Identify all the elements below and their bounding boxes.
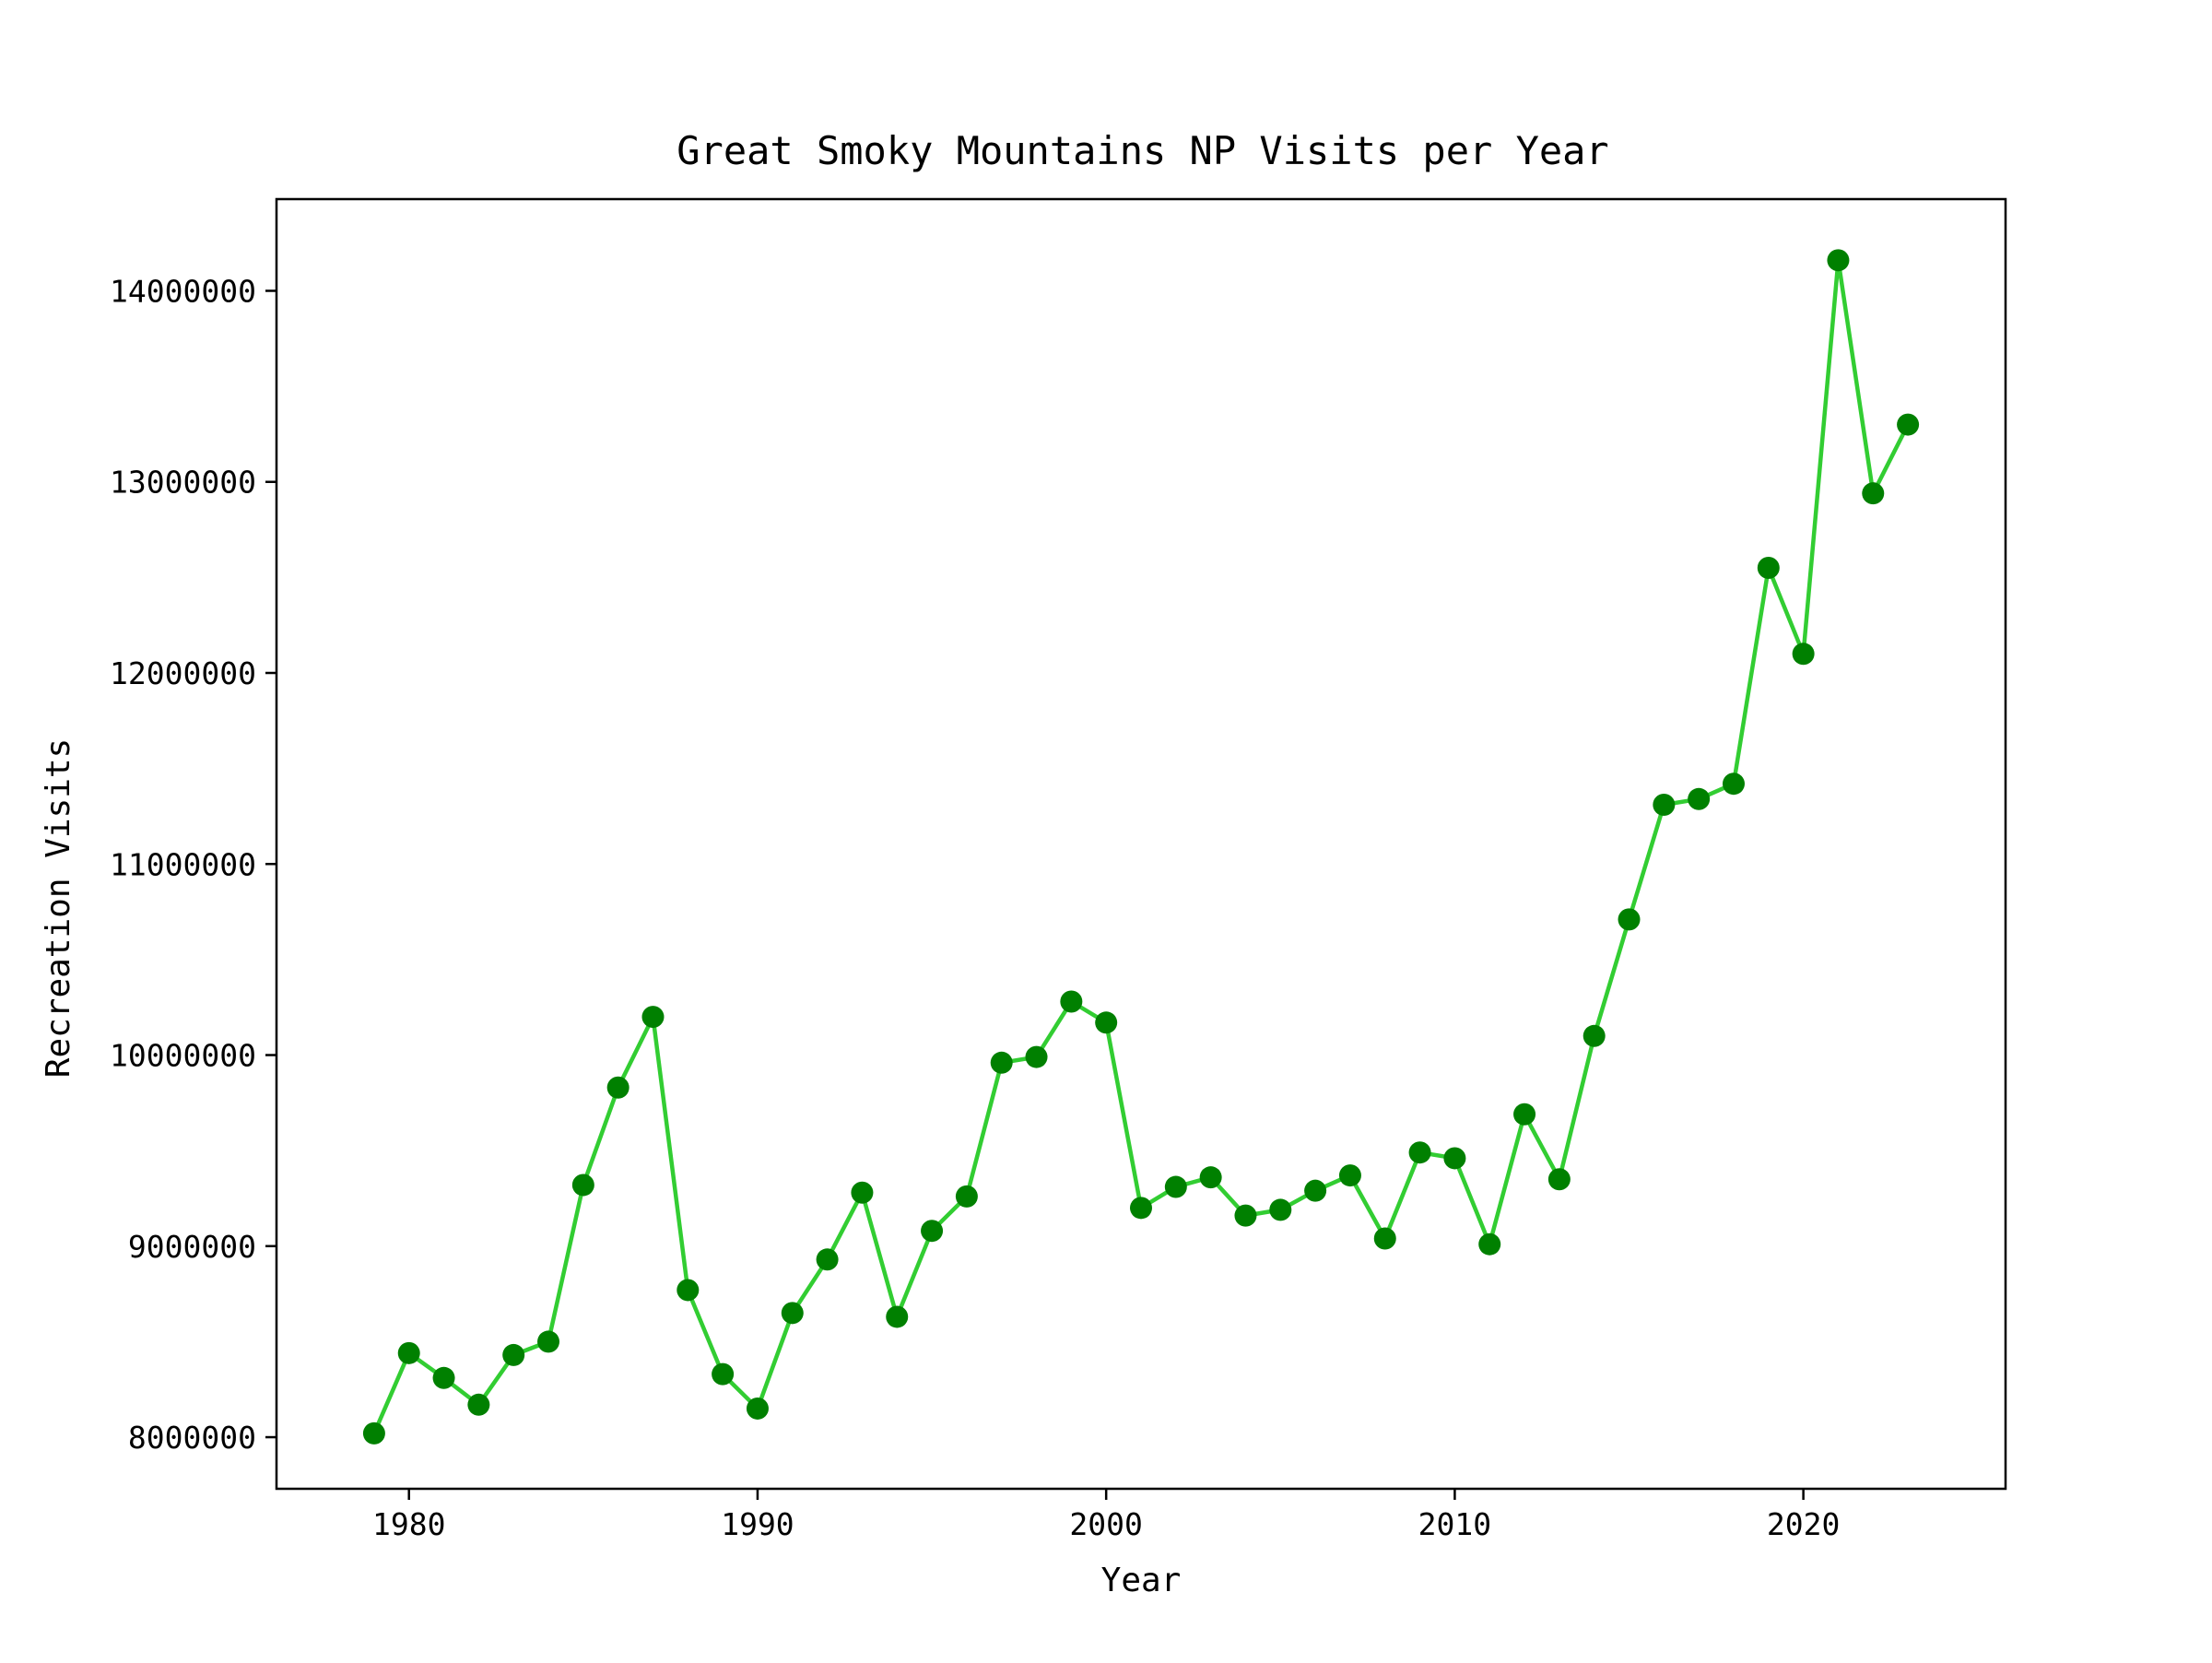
data-point bbox=[571, 1174, 594, 1197]
data-point bbox=[1792, 643, 1815, 666]
x-tick-label: 2010 bbox=[1418, 1506, 1491, 1542]
x-tick-label: 1980 bbox=[372, 1506, 445, 1542]
data-point bbox=[746, 1397, 769, 1420]
x-tick-label: 1990 bbox=[721, 1506, 794, 1542]
data-point bbox=[886, 1305, 909, 1328]
y-tick-label: 14000000 bbox=[110, 273, 256, 309]
data-point bbox=[1827, 249, 1850, 272]
data-point bbox=[712, 1362, 735, 1386]
x-tick-label: 2000 bbox=[1069, 1506, 1142, 1542]
x-tick-label: 2020 bbox=[1767, 1506, 1840, 1542]
series-line bbox=[371, 258, 1911, 1434]
y-tick-label: 11000000 bbox=[110, 846, 256, 882]
data-point bbox=[1688, 787, 1711, 810]
data-point bbox=[1060, 990, 1083, 1013]
data-point bbox=[502, 1343, 525, 1366]
x-axis-title: Year bbox=[1101, 1562, 1182, 1599]
data-point bbox=[467, 1393, 490, 1416]
y-tick-label: 10000000 bbox=[110, 1038, 256, 1074]
data-point bbox=[1443, 1147, 1466, 1170]
y-tick-label: 12000000 bbox=[110, 655, 256, 691]
data-point bbox=[1618, 908, 1641, 931]
data-point bbox=[1164, 1175, 1187, 1198]
y-tick-label: 13000000 bbox=[110, 465, 256, 501]
data-point bbox=[1199, 1166, 1222, 1189]
y-axis-ticks: 8000000 9000000 10000000 11000000 12000000 13… bbox=[110, 273, 276, 1456]
data-point bbox=[362, 1421, 385, 1445]
data-point bbox=[1025, 1045, 1048, 1068]
x-axis-ticks: 1980 1990 2000 2010 2020 bbox=[372, 1489, 1840, 1542]
data-point bbox=[1653, 794, 1676, 817]
series-layer bbox=[362, 249, 1920, 1445]
data-point bbox=[955, 1185, 978, 1208]
data-point bbox=[816, 1248, 839, 1271]
data-point bbox=[397, 1341, 420, 1364]
data-point bbox=[606, 1076, 629, 1099]
data-point bbox=[432, 1366, 455, 1389]
data-point bbox=[1234, 1204, 1257, 1227]
data-point bbox=[1478, 1233, 1501, 1256]
data-point bbox=[641, 1006, 665, 1029]
data-point bbox=[537, 1330, 560, 1353]
data-point bbox=[1373, 1227, 1396, 1250]
data-point bbox=[1338, 1164, 1361, 1187]
data-point bbox=[851, 1181, 874, 1204]
data-point bbox=[921, 1220, 944, 1243]
data-point bbox=[1547, 1168, 1571, 1191]
data-point bbox=[1304, 1179, 1327, 1202]
data-point bbox=[990, 1051, 1013, 1074]
y-tick-label: 9000000 bbox=[128, 1229, 256, 1265]
data-point bbox=[1513, 1103, 1536, 1126]
data-point bbox=[1269, 1198, 1292, 1221]
data-point bbox=[677, 1279, 700, 1302]
data-point bbox=[1583, 1024, 1606, 1047]
y-axis-title: Recreation Visits bbox=[40, 738, 77, 1078]
data-point bbox=[1130, 1197, 1152, 1220]
data-point bbox=[781, 1302, 804, 1325]
data-point bbox=[1862, 482, 1885, 505]
data-point bbox=[1722, 773, 1745, 796]
data-point bbox=[1757, 557, 1780, 580]
data-point bbox=[1897, 413, 1920, 436]
data-point bbox=[1408, 1141, 1431, 1164]
plot-area-frame bbox=[275, 197, 2007, 1491]
chart-title: Great Smoky Mountains NP Visits per Year bbox=[677, 128, 1608, 173]
data-point bbox=[1095, 1011, 1118, 1034]
y-tick-label: 8000000 bbox=[128, 1420, 256, 1456]
